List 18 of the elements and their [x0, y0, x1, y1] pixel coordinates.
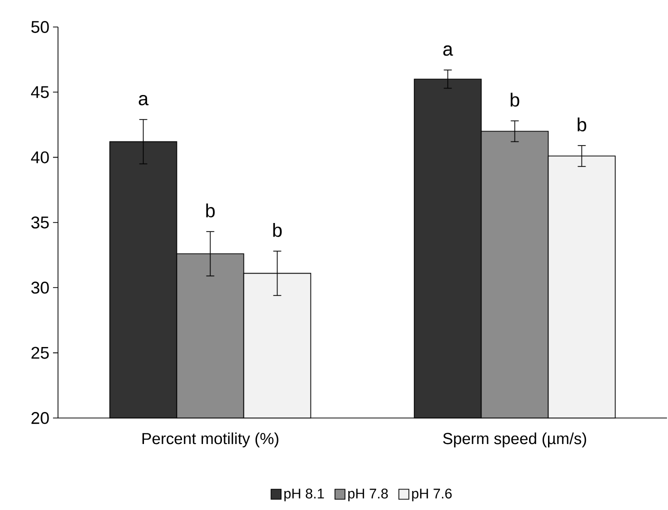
annotation: a [443, 45, 454, 56]
y-tick-label: 40 [31, 151, 49, 164]
legend-label: pH 7.6 [412, 488, 452, 502]
y-tick-label: 50 [31, 20, 49, 33]
x-tick-label: Sperm speed (µm/s) [443, 432, 586, 448]
legend-label: pH 8.1 [284, 488, 324, 502]
annotation: b [273, 223, 282, 237]
legend-label: pH 7.8 [348, 488, 388, 502]
annotation: b [578, 117, 586, 132]
x-tick-label: Percent motility (%) [142, 432, 278, 448]
annotation: b [206, 204, 215, 218]
y-tick-label: 35 [31, 216, 49, 228]
y-tick-label: 30 [31, 282, 49, 294]
y-tick-label: 20 [32, 412, 49, 424]
y-tick-label: 45 [31, 86, 49, 98]
annotation: a [138, 94, 149, 106]
y-tick-label: 25 [32, 346, 49, 359]
annotation: b [510, 92, 520, 107]
